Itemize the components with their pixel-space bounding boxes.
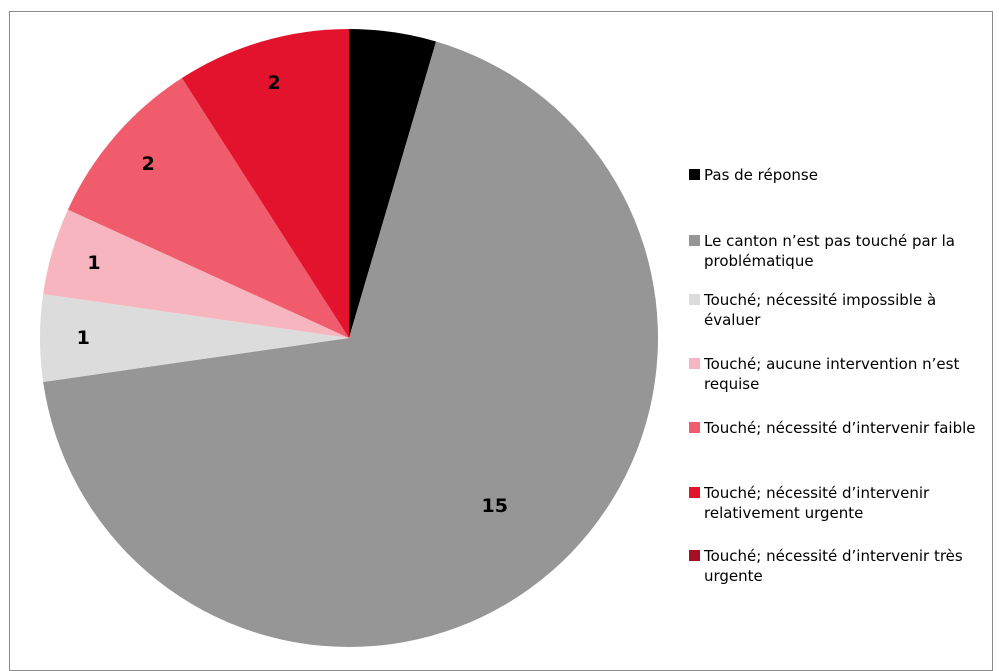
data-label-impossible-a-evaluer: 1 bbox=[77, 327, 90, 349]
legend-swatch bbox=[689, 358, 700, 369]
pie-slice-relativement-urgente bbox=[181, 29, 349, 338]
pie-slice-pas-de-reponse bbox=[349, 29, 437, 338]
legend-swatch bbox=[689, 422, 700, 433]
legend-label: Pas de réponse bbox=[704, 166, 818, 184]
legend-label: Touché; nécessité impossible à évaluer bbox=[704, 291, 937, 329]
legend-label: Touché; aucune intervention n’est requis… bbox=[704, 355, 960, 393]
legend-item-aucune-intervention: Touché; aucune intervention n’est requis… bbox=[689, 354, 989, 394]
legend-item-intervenir-faible: Touché; nécessité d’intervenir faible bbox=[689, 418, 989, 438]
legend-item-tres-urgente: Touché; nécessité d’intervenir très urge… bbox=[689, 546, 989, 586]
legend-item-pas-de-reponse: Pas de réponse bbox=[689, 165, 989, 185]
legend-swatch bbox=[689, 487, 700, 498]
pie-chart: 1 15 1 1 2 2 bbox=[40, 29, 659, 648]
pie-slice-aucune-intervention bbox=[43, 209, 350, 338]
data-label-non-touche: 15 bbox=[481, 495, 507, 517]
legend-item-relativement-urgente: Touché; nécessité d’intervenir relativem… bbox=[689, 483, 989, 523]
legend-label: Le canton n’est pas touché par la problé… bbox=[704, 232, 955, 270]
legend-swatch bbox=[689, 294, 700, 305]
pie-slice-impossible-a-evaluer bbox=[40, 294, 349, 382]
data-label-aucune-intervention: 1 bbox=[87, 252, 100, 274]
legend-item-impossible-a-evaluer: Touché; nécessité impossible à évaluer bbox=[689, 290, 989, 330]
pie-slice-non-touche bbox=[43, 41, 659, 648]
legend-label: Touché; nécessité d’intervenir faible bbox=[704, 419, 976, 437]
legend-swatch bbox=[689, 169, 700, 180]
data-label-intervenir-faible: 2 bbox=[142, 153, 155, 175]
legend-label: Touché; nécessité d’intervenir très urge… bbox=[704, 547, 963, 585]
legend-item-non-touche: Le canton n’est pas touché par la problé… bbox=[689, 231, 989, 271]
data-label-relativement-urgente: 2 bbox=[267, 72, 280, 94]
data-label-pas-de-reponse: 1 bbox=[380, 64, 393, 86]
legend-swatch bbox=[689, 235, 700, 246]
legend-label: Touché; nécessité d’intervenir relativem… bbox=[704, 484, 930, 522]
legend-swatch bbox=[689, 550, 700, 561]
pie-slice-intervenir-faible bbox=[67, 78, 350, 339]
